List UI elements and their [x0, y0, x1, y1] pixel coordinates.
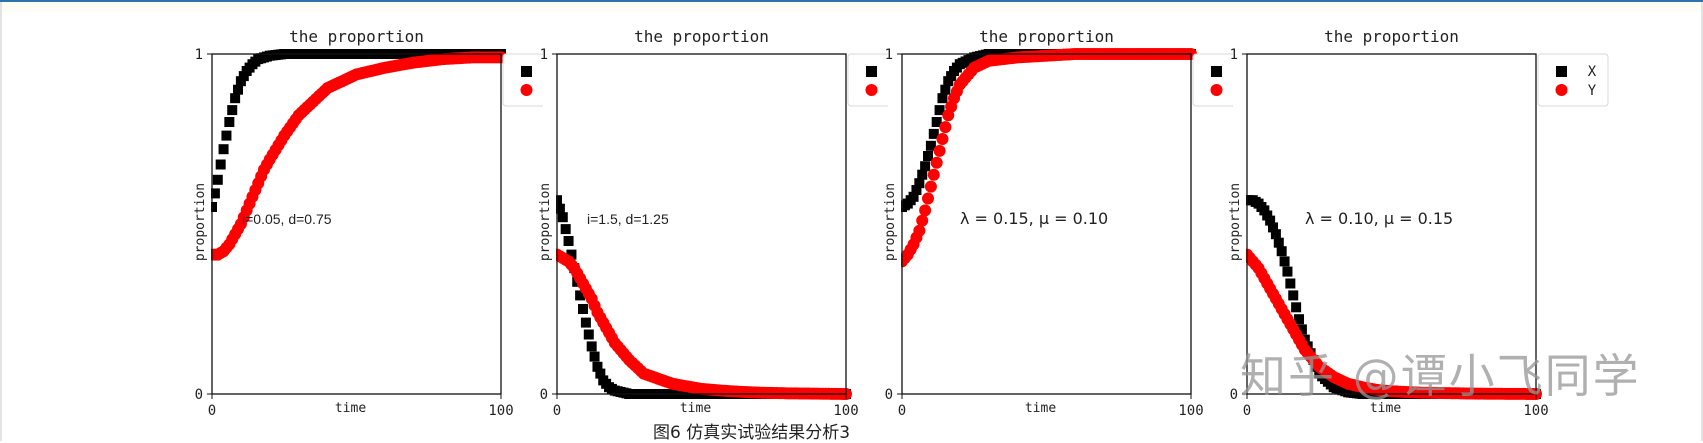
- xtick-label: 0: [553, 403, 561, 419]
- xtick-label: 100: [1523, 403, 1548, 419]
- watermark: 知乎 @谭小飞同学: [1240, 349, 1641, 403]
- x-axis-label: time: [335, 401, 366, 416]
- frame-top-band: [0, 2, 1703, 12]
- legend-label-y: Y: [1588, 83, 1597, 99]
- legend-circle-icon: [520, 84, 533, 96]
- axes-frame: [901, 53, 1192, 395]
- annotation-text: λ = 0.10, μ = 0.15: [1305, 209, 1453, 228]
- x-axis-label: time: [1025, 401, 1056, 416]
- y-axis-label: proportion: [193, 183, 208, 261]
- figure-caption: 图6 仿真实试验结果分析3: [652, 423, 851, 443]
- series-y: [1241, 248, 1542, 400]
- legend-square-icon: [866, 66, 877, 77]
- xtick-label: 100: [833, 403, 858, 419]
- axes-frame: [556, 53, 847, 395]
- annotation-text: i=1.5, d=1.25: [587, 211, 669, 227]
- legend-circle-icon: [1210, 84, 1223, 96]
- ytick-label: 1: [885, 47, 893, 63]
- legend-square-icon: [1556, 66, 1567, 77]
- xtick-label: 0: [1243, 403, 1251, 419]
- ytick-label: 1: [1230, 47, 1238, 63]
- frame-left-edge: [0, 2, 2, 441]
- xtick-label: 100: [1178, 403, 1203, 419]
- legend-circle-icon: [1555, 84, 1568, 96]
- series-y: [206, 51, 507, 261]
- legend-box: [1537, 53, 1609, 107]
- subplot-title: the proportion: [979, 27, 1114, 46]
- axes-frame: [1246, 53, 1537, 395]
- ytick-label: 0: [540, 387, 548, 403]
- frame-top-accent: [0, 0, 1703, 2]
- subplot-title: the proportion: [1324, 27, 1459, 46]
- clip-mask-left: [198, 46, 211, 402]
- legend-label-x: X: [1588, 64, 1597, 80]
- subplot-title: the proportion: [634, 27, 769, 46]
- y-axis-label: proportion: [538, 183, 553, 261]
- clip-mask-left: [888, 46, 901, 402]
- ytick-label: 0: [885, 387, 893, 403]
- ytick-label: 0: [195, 387, 203, 403]
- ytick-label: 1: [195, 47, 203, 63]
- annotation-text: i=0.05, d=0.75: [242, 211, 332, 227]
- x-axis-label: time: [1370, 401, 1401, 416]
- subplot-title: the proportion: [289, 27, 424, 46]
- xtick-label: 100: [488, 403, 513, 419]
- legend-square-icon: [1211, 66, 1222, 77]
- xtick-label: 0: [208, 403, 216, 419]
- xtick-label: 0: [898, 403, 906, 419]
- annotation-text: λ = 0.15, μ = 0.10: [960, 209, 1108, 228]
- y-axis-label: proportion: [883, 183, 898, 261]
- frame-right-edge: [1701, 2, 1703, 441]
- legend-circle-icon: [865, 84, 878, 96]
- series-y: [896, 48, 1197, 268]
- clip-mask-left: [1233, 46, 1246, 402]
- y-axis-label: proportion: [1228, 183, 1243, 261]
- ytick-label: 0: [1230, 387, 1238, 403]
- axes-frame: [211, 53, 502, 395]
- legend-square-icon: [521, 66, 532, 77]
- ytick-label: 1: [540, 47, 548, 63]
- clip-mask-left: [543, 46, 556, 402]
- x-axis-label: time: [680, 401, 711, 416]
